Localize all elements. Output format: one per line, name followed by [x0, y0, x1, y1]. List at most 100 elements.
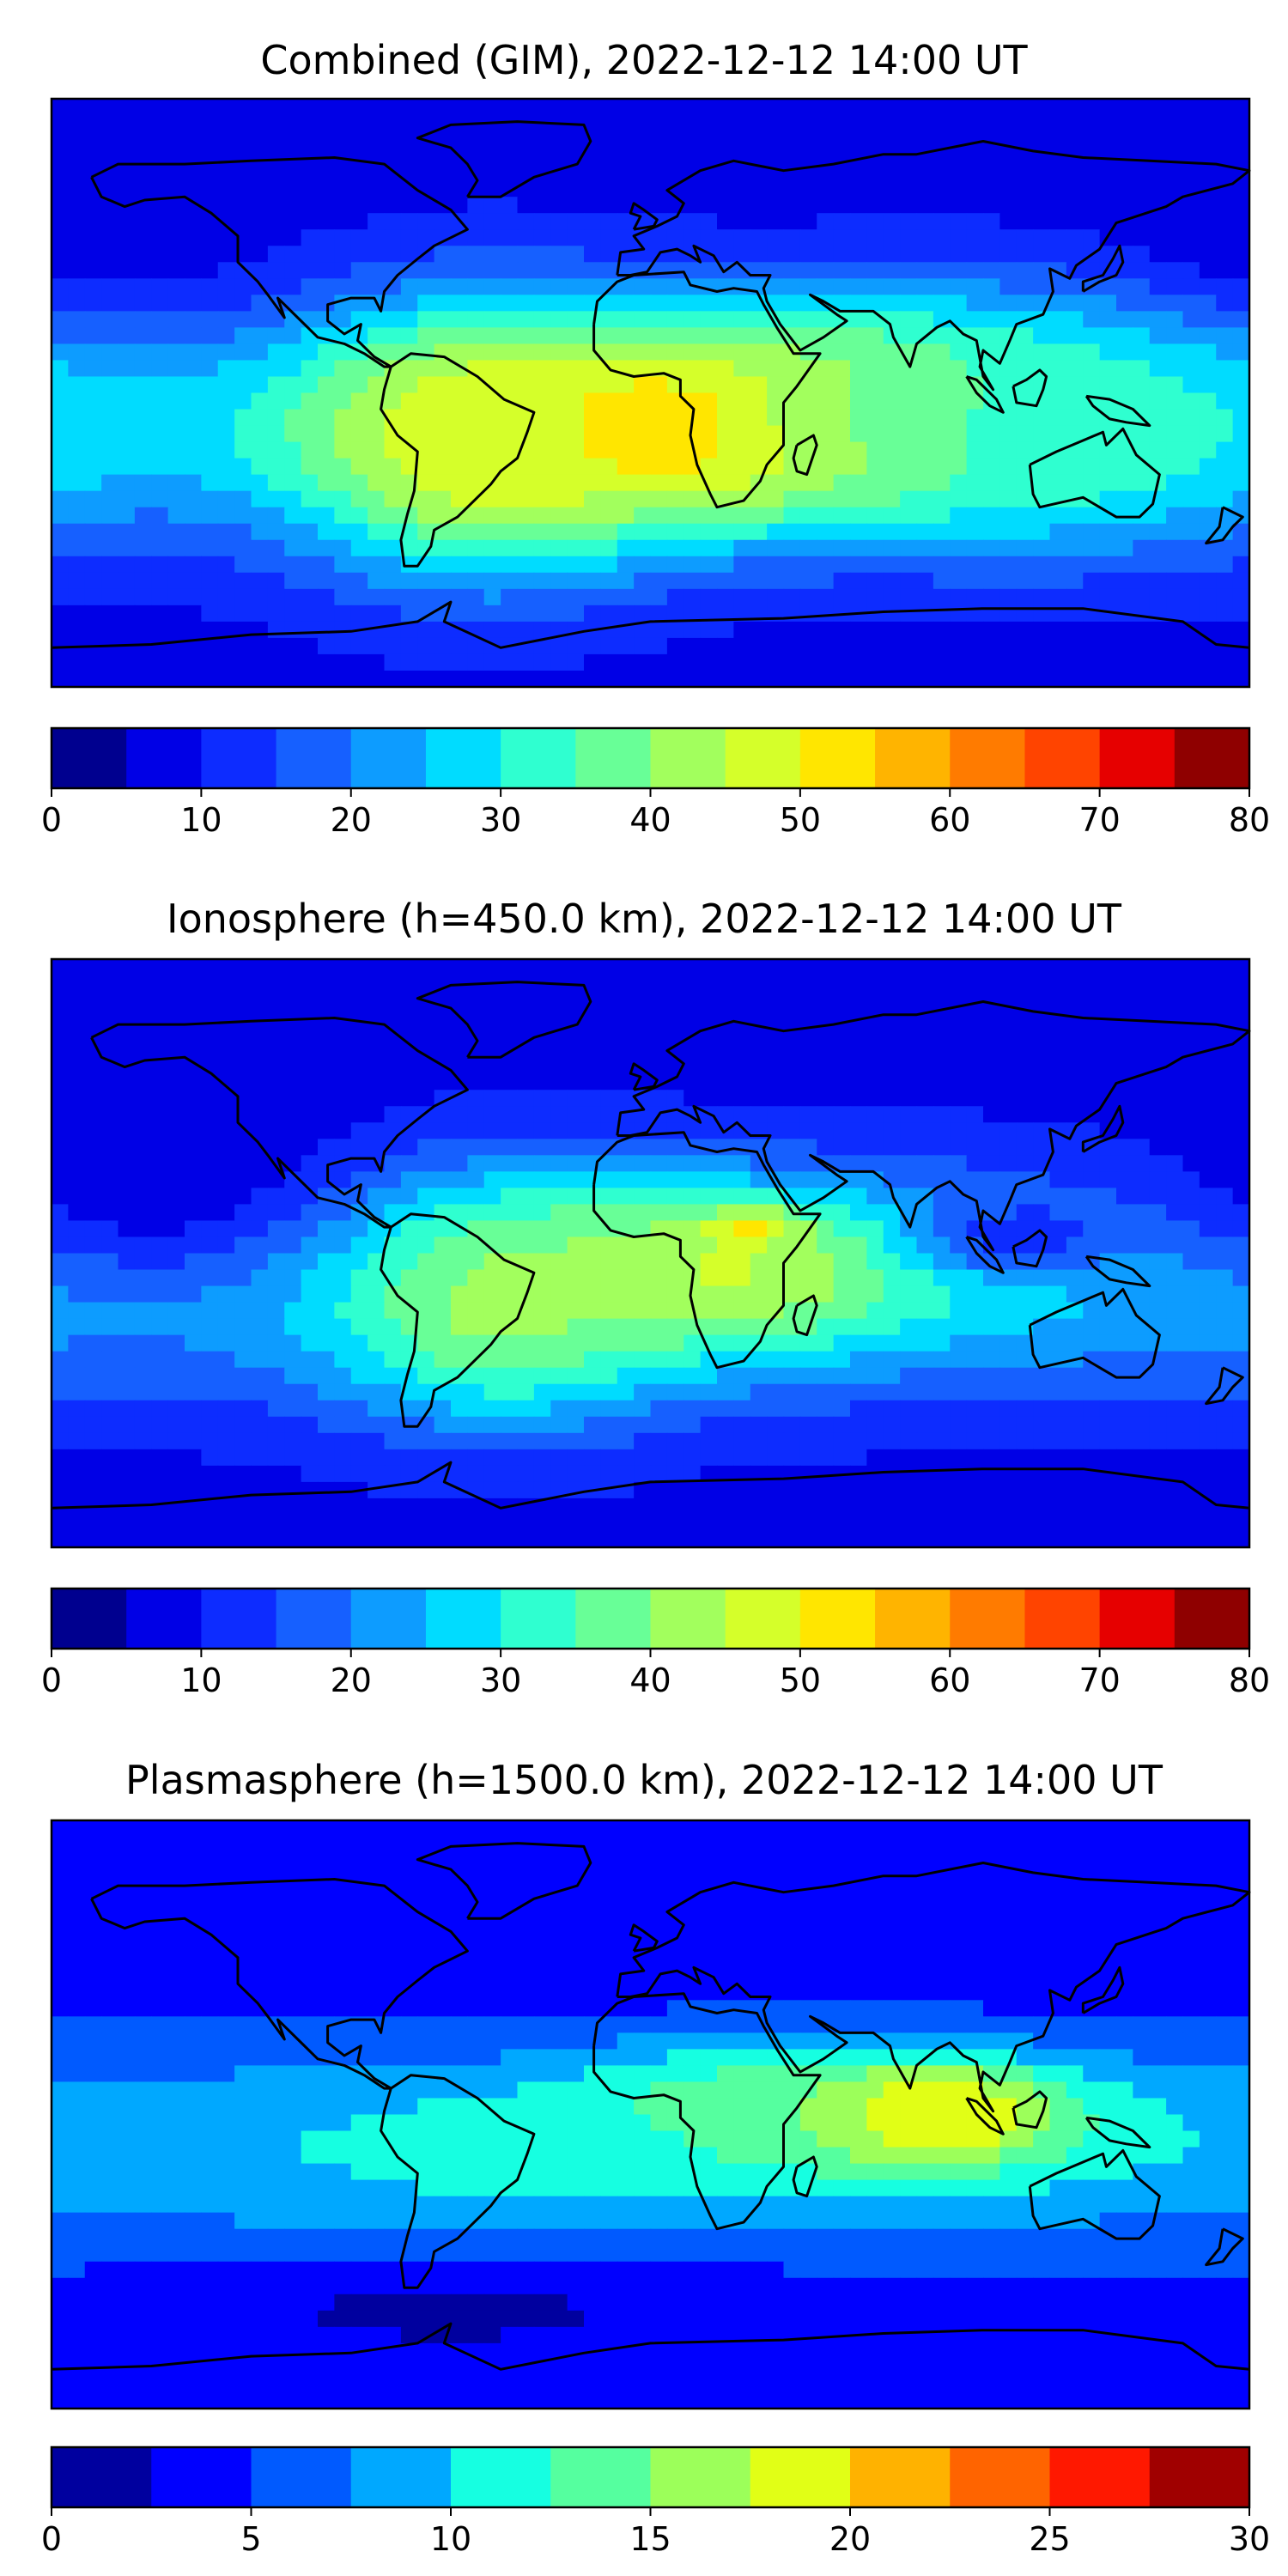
- heatmap-cell: [650, 197, 668, 214]
- heatmap-cell: [368, 148, 386, 165]
- heatmap-cell: [1232, 425, 1250, 443]
- heatmap-cell: [999, 637, 1018, 655]
- heatmap-cell: [1149, 1285, 1167, 1303]
- heatmap-cell: [151, 115, 169, 132]
- heatmap-cell: [700, 327, 718, 345]
- heatmap-cell: [201, 507, 219, 525]
- heatmap-cell: [950, 1334, 968, 1352]
- heatmap-cell: [234, 523, 252, 541]
- heatmap-cell: [267, 1220, 285, 1238]
- heatmap-cell: [234, 992, 252, 1009]
- heatmap-cell: [467, 1367, 485, 1385]
- heatmap-cell: [700, 605, 718, 623]
- heatmap-cell: [933, 1334, 951, 1352]
- heatmap-cell: [883, 164, 901, 181]
- colorbar-segment: [1174, 728, 1250, 788]
- heatmap-cell: [717, 1465, 734, 1483]
- heatmap-cell: [666, 99, 684, 116]
- heatmap-cell: [467, 1465, 485, 1483]
- heatmap-cell: [234, 131, 252, 149]
- heatmap-cell: [999, 115, 1018, 132]
- heatmap-cell: [434, 1155, 452, 1172]
- heatmap-cell: [384, 425, 402, 443]
- heatmap-cell: [267, 556, 285, 574]
- heatmap-cell: [650, 1008, 668, 1025]
- heatmap-cell: [999, 262, 1018, 279]
- heatmap-cell: [666, 295, 684, 312]
- heatmap-cell: [933, 409, 951, 427]
- heatmap-cell: [1149, 99, 1167, 116]
- heatmap-cell: [350, 1090, 368, 1107]
- heatmap-cell: [167, 164, 185, 181]
- heatmap-cell: [517, 1139, 535, 1156]
- heatmap-cell: [517, 376, 535, 394]
- heatmap-cell: [84, 523, 102, 541]
- heatmap-cell: [567, 360, 585, 378]
- heatmap-cell: [783, 1155, 801, 1172]
- heatmap-cell: [733, 360, 751, 378]
- heatmap-cell: [1216, 992, 1234, 1009]
- heatmap-cell: [1216, 197, 1234, 214]
- heatmap-cell: [1182, 343, 1200, 361]
- heatmap-cell: [517, 327, 535, 345]
- heatmap-cell: [584, 458, 601, 476]
- heatmap-cell: [101, 1285, 119, 1303]
- heatmap-cell: [733, 1285, 751, 1303]
- heatmap-cell: [916, 1253, 934, 1271]
- heatmap-cell: [1182, 959, 1200, 976]
- heatmap-cell: [368, 1236, 386, 1255]
- heatmap-cell: [517, 360, 535, 378]
- heatmap-cell: [318, 1351, 335, 1369]
- heatmap-cell: [866, 327, 884, 345]
- heatmap-cell: [185, 115, 202, 132]
- heatmap-cell: [717, 1155, 734, 1172]
- heatmap-cell: [52, 1220, 69, 1238]
- heatmap-cell: [217, 1269, 235, 1287]
- heatmap-cell: [799, 197, 817, 214]
- heatmap-cell: [550, 295, 568, 312]
- heatmap-cell: [217, 148, 235, 165]
- heatmap-cell: [251, 213, 269, 230]
- heatmap-cell: [666, 131, 684, 149]
- heatmap-cell: [550, 311, 568, 328]
- heatmap-cell: [368, 1139, 386, 1156]
- heatmap-cell: [883, 490, 901, 508]
- heatmap-cell: [350, 1073, 368, 1091]
- heatmap-cell: [334, 1220, 352, 1238]
- heatmap-cell: [1182, 1008, 1200, 1025]
- heatmap-cell: [733, 278, 751, 295]
- heatmap-cell: [434, 180, 452, 197]
- heatmap-cell: [101, 343, 119, 361]
- heatmap-cell: [1116, 1236, 1133, 1255]
- heatmap-cell: [1216, 1416, 1234, 1434]
- heatmap-cell: [134, 180, 152, 197]
- heatmap-cell: [1182, 360, 1200, 378]
- heatmap-cell: [217, 1139, 235, 1156]
- heatmap-cell: [84, 1106, 102, 1123]
- heatmap-cell: [467, 1334, 485, 1352]
- heatmap-cell: [916, 670, 934, 688]
- heatmap-cell: [151, 1188, 169, 1206]
- heatmap-cell: [933, 1302, 951, 1320]
- heatmap-cell: [584, 1139, 601, 1156]
- heatmap-cell: [933, 1024, 951, 1042]
- heatmap-cell: [1049, 556, 1067, 574]
- heatmap-cell: [1216, 572, 1234, 590]
- heatmap-cell: [251, 441, 269, 459]
- heatmap-cell: [733, 474, 751, 492]
- colorbar-tick-label: 60: [929, 801, 970, 839]
- heatmap-cell: [799, 670, 817, 688]
- heatmap-cell: [850, 653, 867, 671]
- heatmap-cell: [318, 1041, 335, 1058]
- heatmap-cell: [467, 99, 485, 116]
- heatmap-cell: [151, 392, 169, 410]
- heatmap-cell: [1099, 1465, 1117, 1483]
- heatmap-cell: [52, 409, 69, 427]
- heatmap-cell: [400, 572, 418, 590]
- heatmap-cell: [883, 992, 901, 1009]
- heatmap-cell: [52, 556, 69, 574]
- heatmap-cell: [617, 975, 635, 993]
- heatmap-cell: [1149, 653, 1167, 671]
- heatmap-cell: [1083, 637, 1101, 655]
- heatmap-cell: [1199, 131, 1217, 149]
